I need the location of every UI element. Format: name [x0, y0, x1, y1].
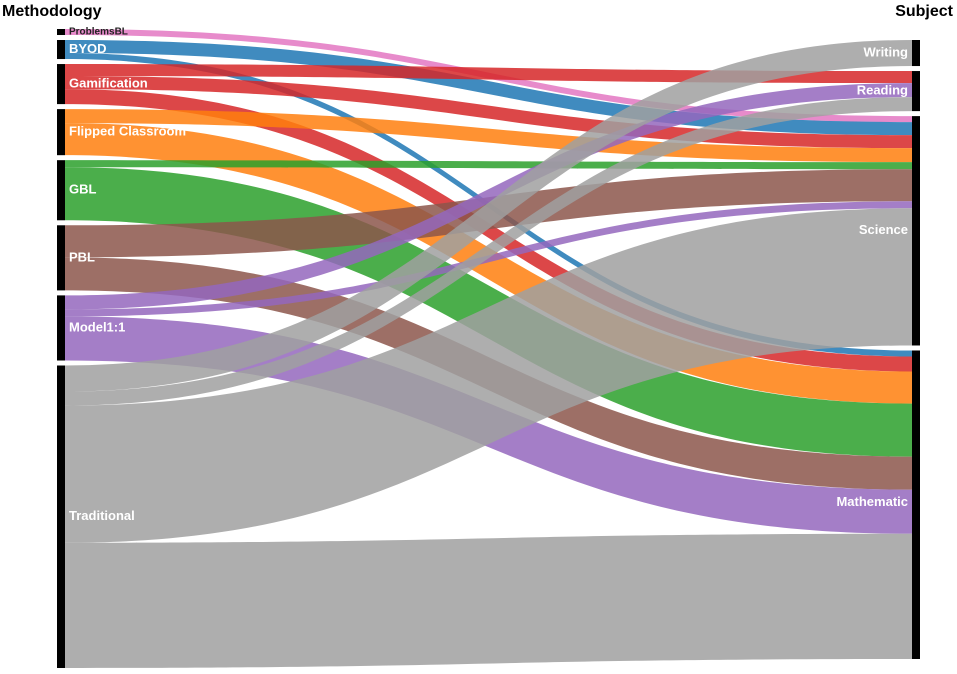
- target-node: [912, 71, 920, 112]
- link: [65, 201, 912, 317]
- link: [65, 109, 912, 163]
- link: [65, 83, 912, 310]
- source-node: [57, 40, 65, 60]
- source-label: Gamification: [69, 76, 148, 91]
- target-label: Science: [859, 222, 908, 237]
- link: [65, 123, 912, 404]
- source-node: [57, 225, 65, 291]
- link: [65, 97, 912, 406]
- nodes: ProblemsBL BYOD Gamification Flipped Classr…: [57, 27, 920, 668]
- source-node: [57, 365, 65, 668]
- source-node: [57, 29, 65, 36]
- target-node: [912, 40, 920, 67]
- source-node: [57, 109, 65, 156]
- link: [65, 533, 912, 668]
- links: [65, 29, 912, 668]
- source-label: BYOD: [69, 41, 107, 56]
- link: [65, 160, 912, 170]
- source-label: Traditional: [69, 508, 135, 523]
- target-label: Writing: [863, 44, 908, 59]
- source-label: Model1:1: [69, 319, 125, 334]
- target-node: [912, 116, 920, 346]
- target-label: Reading: [857, 83, 908, 98]
- source-node: [57, 64, 65, 105]
- link: [65, 40, 912, 392]
- source-label: Flipped Classroom: [69, 124, 186, 139]
- link: [65, 89, 912, 372]
- source-label: PBL: [69, 249, 95, 264]
- link: [65, 208, 912, 543]
- source-label: ProblemsBL: [69, 27, 128, 38]
- source-node: [57, 160, 65, 221]
- target-label: Mathematic: [836, 494, 908, 509]
- target-node: [912, 350, 920, 659]
- link: [65, 40, 912, 136]
- source-label: GBL: [69, 182, 97, 197]
- source-header: Methodology: [2, 3, 102, 20]
- target-header: Subject: [895, 3, 953, 20]
- source-node: [57, 295, 65, 361]
